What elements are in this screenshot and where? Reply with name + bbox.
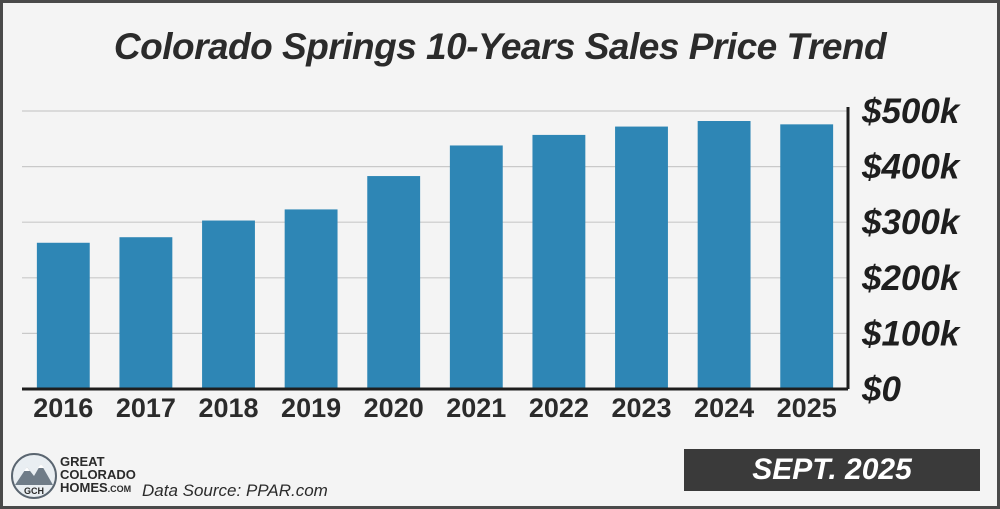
y-tick-label: $300k bbox=[861, 203, 961, 242]
y-tick-label: $0 bbox=[861, 370, 901, 409]
x-tick-label: 2024 bbox=[694, 393, 754, 423]
y-tick-label: $500k bbox=[861, 92, 961, 131]
bar-2019 bbox=[284, 209, 338, 389]
x-tick-label: 2016 bbox=[33, 393, 93, 423]
bar-2017 bbox=[119, 237, 173, 389]
y-tick-labels: $0 $100k $200k $300k $400k $500k bbox=[861, 92, 961, 409]
bar-2023 bbox=[615, 126, 668, 390]
x-tick-label: 2022 bbox=[529, 393, 589, 423]
bar-2018 bbox=[202, 220, 255, 389]
x-tick-label: 2020 bbox=[364, 393, 424, 423]
logo-line-3: HOMES.COM bbox=[60, 481, 136, 496]
bar-2022 bbox=[532, 134, 586, 389]
logo-line-1: GREAT bbox=[60, 454, 105, 469]
great-colorado-homes-logo: GCH bbox=[11, 453, 57, 499]
y-tick-label: $200k bbox=[861, 259, 961, 298]
bars bbox=[36, 121, 834, 390]
x-tick-label: 2018 bbox=[198, 393, 258, 423]
logo-monogram: GCH bbox=[24, 486, 44, 496]
x-tick-label: 2017 bbox=[116, 393, 176, 423]
axes bbox=[22, 107, 850, 391]
logo-line-3-suffix: .COM bbox=[107, 484, 132, 494]
data-source: Data Source: PPAR.com bbox=[142, 481, 328, 500]
logo-line-2: COLORADO bbox=[60, 467, 136, 482]
bar-2021 bbox=[449, 145, 503, 389]
logo-wordmark: GREAT COLORADO HOMES.COM bbox=[60, 455, 136, 496]
bar-2024 bbox=[697, 121, 751, 390]
bar-2025 bbox=[780, 124, 834, 390]
x-tick-label: 2019 bbox=[281, 393, 341, 423]
logo-line-3-main: HOMES bbox=[60, 480, 108, 495]
x-tick-labels: 2016 2017 2018 2019 2020 2021 2022 2023 2024 2025 bbox=[33, 393, 836, 423]
bar-2016 bbox=[36, 242, 90, 389]
y-tick-label: $100k bbox=[861, 314, 961, 353]
x-tick-label: 2021 bbox=[446, 393, 506, 423]
y-tick-label: $400k bbox=[861, 148, 961, 187]
chart-title: Colorado Springs 10-Years Sales Price Tr… bbox=[113, 26, 887, 67]
bar-2020 bbox=[367, 176, 421, 389]
x-tick-label: 2025 bbox=[777, 393, 837, 423]
date-badge: SEPT. 2025 bbox=[684, 449, 980, 491]
x-tick-label: 2023 bbox=[611, 393, 671, 423]
